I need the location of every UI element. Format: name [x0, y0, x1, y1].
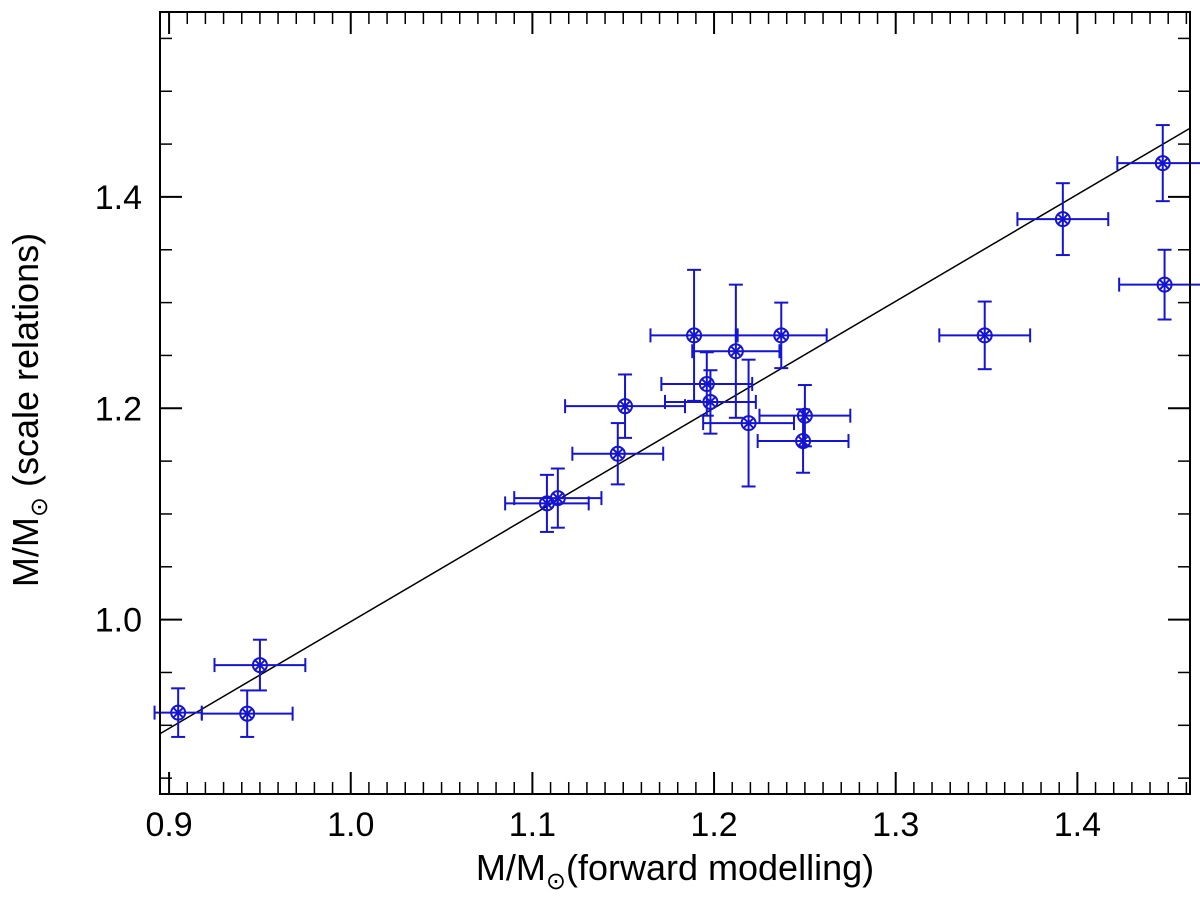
data-point	[756, 408, 850, 474]
marker-circle	[1154, 155, 1171, 172]
marker-cross	[730, 345, 742, 357]
marker-cross	[799, 410, 811, 421]
marker-circle	[609, 445, 626, 462]
marker-circle	[976, 327, 993, 344]
marker-cross	[619, 400, 631, 412]
marker-circle	[239, 705, 256, 722]
x-axis-title-suffix: (forward modelling)	[566, 847, 874, 888]
marker-cross	[1159, 279, 1170, 290]
data-point	[1016, 182, 1110, 257]
y-axis-title-sun-symbol: ⊙	[26, 497, 53, 517]
y-axis-title-prefix: M/M	[5, 517, 46, 587]
plot-frame	[159, 11, 1191, 795]
marker-circle	[773, 327, 790, 344]
x-axis-title: M/M⊙(forward modelling)	[476, 847, 874, 895]
y-tick-label: 1.0	[95, 602, 142, 640]
x-tick-label: 1.1	[509, 806, 556, 844]
data-point	[213, 638, 307, 692]
data-point	[153, 687, 203, 738]
y-axis-title: M/M⊙ (scale relations)	[5, 233, 53, 587]
data-point	[504, 473, 590, 533]
marker-cross	[552, 492, 564, 504]
marker-circle	[795, 433, 812, 450]
data-point	[513, 467, 603, 529]
fit-line-layer	[159, 127, 1191, 735]
marker-cross	[705, 396, 716, 408]
marker-cross	[254, 659, 266, 671]
marker-cross	[979, 330, 991, 341]
marker-circle	[1054, 211, 1071, 228]
x-tick-label: 1.2	[690, 806, 737, 844]
x-tick-label: 1.3	[872, 806, 919, 844]
marker-cross	[1057, 213, 1069, 225]
y-axis-title-suffix: (scale relations)	[5, 233, 46, 497]
marker-circle	[796, 407, 813, 424]
y-tick-label: 1.2	[95, 390, 142, 428]
marker-cross	[241, 708, 253, 719]
data-point	[200, 689, 294, 738]
marker-cross	[688, 330, 700, 341]
x-axis-title-sun-symbol: ⊙	[546, 868, 566, 895]
fit-line	[159, 127, 1191, 735]
x-tick-label: 0.9	[145, 806, 192, 844]
marker-circle	[617, 398, 634, 415]
data-point	[702, 358, 795, 488]
x-tick-label: 1.4	[1054, 806, 1101, 844]
data-point	[571, 422, 665, 486]
marker-circle	[1156, 276, 1173, 293]
data-point	[938, 300, 1032, 371]
marker-cross	[775, 330, 787, 341]
axis-ticks-layer	[160, 12, 1190, 794]
x-tick-label: 1.0	[327, 806, 374, 844]
data-point	[758, 384, 852, 448]
y-tick-label: 1.4	[95, 179, 142, 217]
marker-cross	[541, 498, 553, 509]
data-point	[1118, 248, 1200, 321]
marker-circle	[740, 415, 757, 432]
data-points-layer	[153, 124, 1200, 738]
marker-cross	[172, 707, 184, 718]
marker-cross	[612, 448, 624, 460]
marker-circle	[727, 343, 744, 360]
data-point	[1116, 124, 1200, 203]
marker-cross	[743, 417, 754, 429]
x-axis-title-prefix: M/M	[476, 847, 546, 888]
marker-cross	[797, 435, 809, 447]
marker-circle	[549, 490, 566, 507]
marker-circle	[702, 393, 719, 410]
data-point	[691, 283, 781, 419]
marker-circle	[170, 704, 187, 721]
marker-circle	[251, 657, 268, 674]
data-point	[734, 301, 828, 370]
data-point	[649, 268, 739, 402]
marker-circle	[698, 375, 715, 392]
tick-labels-layer: 0.9 1.0 1.1 1.2 1.3 1.4 1.0 1.2 1.4	[95, 179, 1101, 844]
marker-cross	[1157, 157, 1169, 169]
marker-circle	[686, 327, 703, 344]
